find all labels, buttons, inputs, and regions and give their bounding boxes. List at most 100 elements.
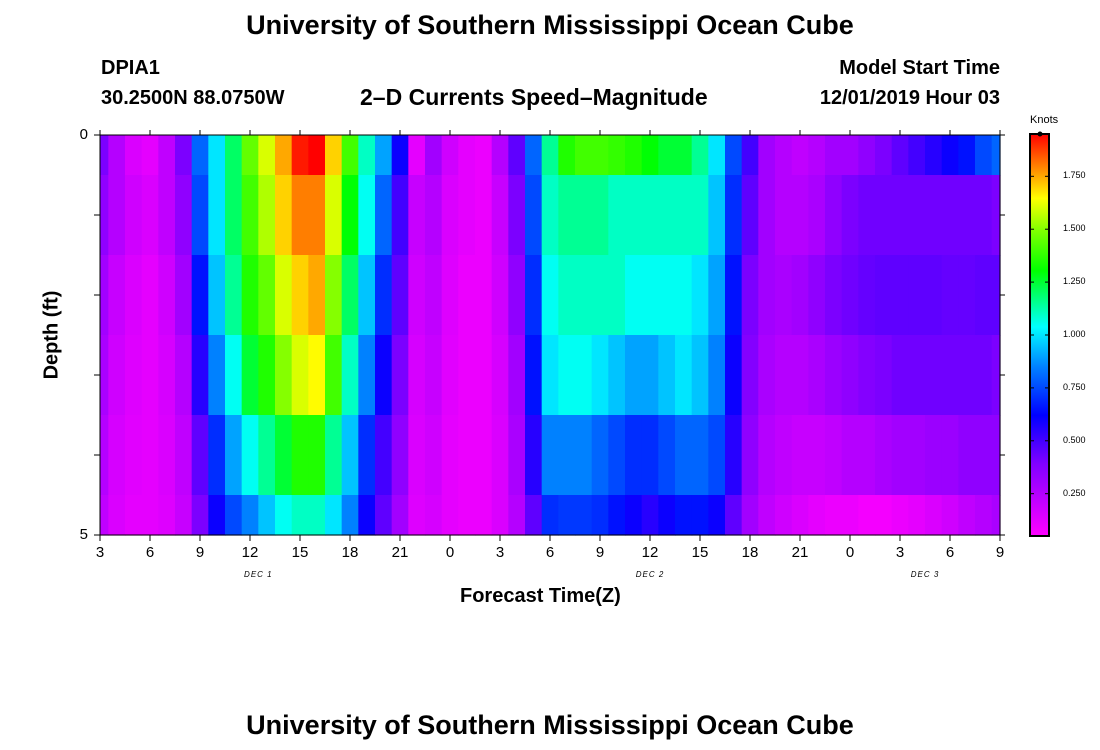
- heatmap-cell: [591, 255, 609, 336]
- heatmap-cell: [725, 335, 743, 416]
- colorbar-tick-label: 0.250: [1063, 487, 1086, 498]
- x-tick-label: 18: [341, 544, 359, 561]
- heatmap-cell: [208, 255, 226, 336]
- heatmap-cell: [191, 135, 209, 176]
- heatmap-cell: [808, 255, 826, 336]
- heatmap-cell: [591, 175, 609, 256]
- heatmap-cell: [358, 495, 376, 536]
- heatmap-cell: [391, 175, 409, 256]
- x-axis-label: Forecast Time(Z): [460, 585, 621, 607]
- heatmap-cell: [525, 335, 543, 416]
- heatmap-cell: [641, 255, 659, 336]
- heatmap-cell: [475, 255, 493, 336]
- heatmap-cell: [925, 135, 943, 176]
- heatmap-cell: [741, 415, 759, 496]
- heatmap-cell: [241, 415, 259, 496]
- heatmap-cell: [908, 415, 926, 496]
- heatmap-cell: [508, 135, 526, 176]
- heatmap-cell: [608, 335, 626, 416]
- heatmap-cell: [925, 175, 943, 256]
- heatmap-cell: [625, 255, 643, 336]
- heatmap-cell: [308, 335, 326, 416]
- heatmap-cell: [475, 175, 493, 256]
- heatmap-cell: [225, 335, 243, 416]
- heatmap-cell: [925, 255, 943, 336]
- heatmap-cell: [741, 175, 759, 256]
- heatmap-cell: [825, 415, 843, 496]
- heatmap-cell: [391, 495, 409, 536]
- heatmap-cell: [141, 495, 159, 536]
- heatmap-cell: [491, 255, 509, 336]
- heatmap-cell: [958, 135, 976, 176]
- heatmap-cell: [858, 175, 876, 256]
- heatmap-cell: [975, 135, 993, 176]
- heatmap-cell: [608, 175, 626, 256]
- heatmap-cell: [825, 495, 843, 536]
- heatmap-cell: [725, 255, 743, 336]
- heatmap-cell: [341, 175, 359, 256]
- heatmap-cell: [508, 255, 526, 336]
- heatmap-cell: [775, 415, 793, 496]
- plot-title: 2–D Currents Speed–Magnitude: [360, 84, 708, 110]
- heatmap-cell: [308, 175, 326, 256]
- heatmap-cell: [875, 255, 893, 336]
- heatmap-cell: [100, 135, 109, 176]
- heatmap-cell: [625, 175, 643, 256]
- heatmap-cell: [708, 335, 726, 416]
- heatmap-cell: [908, 335, 926, 416]
- heatmap-cell: [141, 415, 159, 496]
- heatmap-cell: [691, 255, 709, 336]
- heatmap-cell: [358, 175, 376, 256]
- heatmap-cell: [791, 255, 809, 336]
- heatmap-cell: [375, 135, 393, 176]
- heatmap-cell: [125, 415, 143, 496]
- x-tick-label: 9: [595, 544, 605, 561]
- heatmap-cell: [191, 495, 209, 536]
- heatmap-cell: [475, 495, 493, 536]
- heatmap-cell: [208, 175, 226, 256]
- heatmap-cell: [825, 255, 843, 336]
- heatmap-cell: [458, 135, 476, 176]
- heatmap-cell: [491, 335, 509, 416]
- heatmap-cell: [841, 495, 859, 536]
- heatmap-cell: [458, 415, 476, 496]
- heatmap-cell: [641, 335, 659, 416]
- heatmap-cell: [675, 175, 693, 256]
- heatmap-cell: [991, 175, 1001, 256]
- heatmap-cell: [175, 335, 193, 416]
- x-tick-label: 3: [495, 544, 505, 561]
- heatmap-cell: [858, 495, 876, 536]
- heatmap-cell: [375, 495, 393, 536]
- heatmap-cell: [925, 415, 943, 496]
- heatmap-cell: [525, 495, 543, 536]
- heatmap-cell: [375, 415, 393, 496]
- heatmap-cell: [608, 495, 626, 536]
- heatmap-cell: [975, 495, 993, 536]
- heatmap-cell: [675, 415, 693, 496]
- heatmap-cell: [658, 255, 676, 336]
- heatmap-cell: [758, 335, 776, 416]
- colorbar: [1029, 131, 1050, 537]
- heatmap-cell: [491, 175, 509, 256]
- heatmap-cell: [225, 255, 243, 336]
- heatmap-cell: [241, 495, 259, 536]
- x-tick-label: 12: [641, 544, 659, 561]
- heatmap-cell: [725, 415, 743, 496]
- heatmap-cell: [458, 175, 476, 256]
- heatmap-cell: [258, 415, 276, 496]
- heatmap-cell: [841, 335, 859, 416]
- heatmap-cell: [591, 335, 609, 416]
- heatmap-cell: [841, 135, 859, 176]
- heatmap-cell: [908, 135, 926, 176]
- heatmap-cell: [708, 135, 726, 176]
- heatmap-cell: [408, 255, 426, 336]
- heatmap-cell: [100, 415, 109, 496]
- heatmap-cell: [475, 135, 493, 176]
- heatmap-cell: [525, 135, 543, 176]
- heatmap-cell: [641, 495, 659, 536]
- heatmap-cell: [241, 175, 259, 256]
- heatmap-cell: [541, 335, 559, 416]
- heatmap-cell: [875, 135, 893, 176]
- heatmap-cell: [658, 135, 676, 176]
- heatmap-cell: [475, 415, 493, 496]
